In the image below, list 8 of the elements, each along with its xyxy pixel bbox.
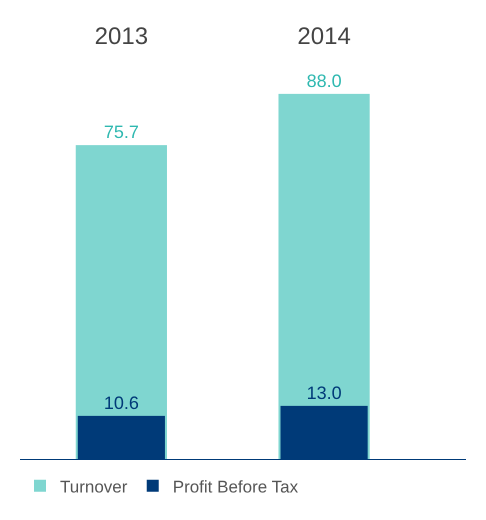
data-label: 10.6 [104, 392, 139, 413]
x-tick-label: 2014 [297, 23, 351, 50]
data-label: 88.0 [306, 70, 342, 91]
legend-label: Profit Before Tax [172, 477, 299, 496]
legend-label: Turnover [60, 477, 128, 496]
data-label: 13.0 [306, 382, 342, 403]
x-tick-label: 2013 [94, 23, 148, 50]
data-label: 75.7 [104, 122, 139, 142]
